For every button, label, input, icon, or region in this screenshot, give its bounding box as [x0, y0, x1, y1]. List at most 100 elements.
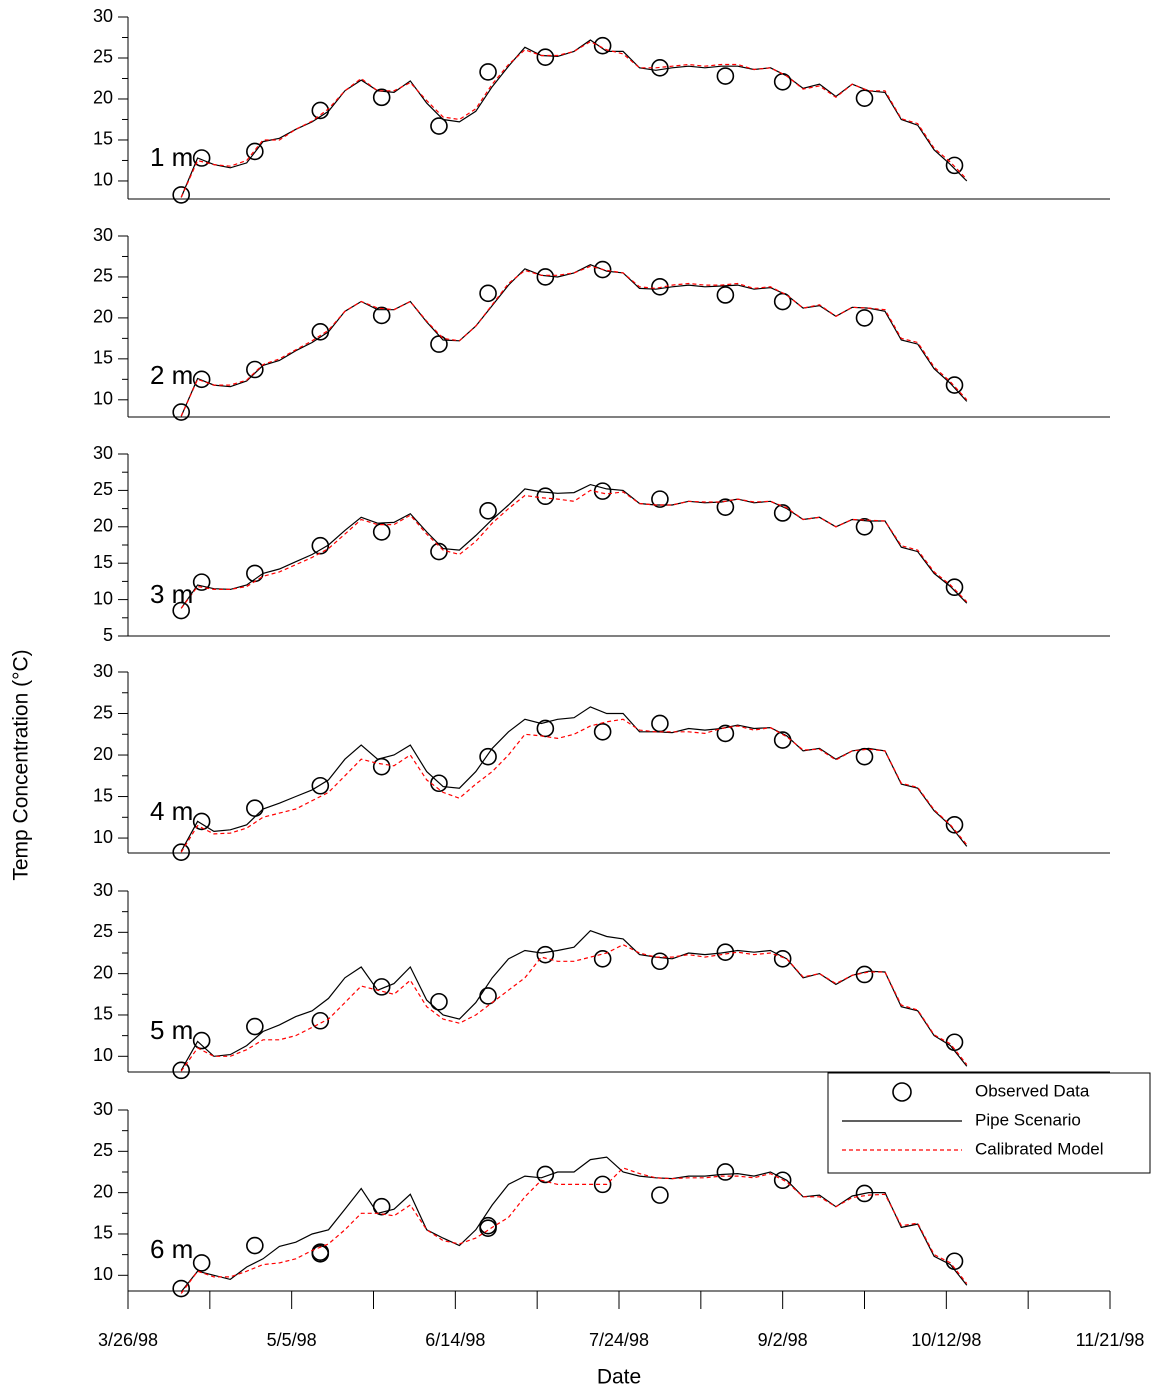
y-tick-label: 30: [93, 1099, 113, 1119]
y-tick-label: 10: [93, 588, 113, 608]
observed-point: [311, 536, 330, 555]
y-tick-label: 30: [93, 6, 113, 26]
model-line: [180, 264, 968, 417]
observed-point: [172, 186, 190, 204]
observed-point: [945, 1252, 964, 1271]
observed-point: [172, 403, 190, 421]
observed-point: [651, 490, 669, 508]
observed-point: [593, 1175, 612, 1194]
y-tick-label: 20: [93, 307, 113, 327]
observed-point: [246, 360, 264, 379]
observed-point: [172, 843, 190, 861]
observed-point: [593, 36, 612, 55]
model-line: [180, 39, 968, 198]
observed-point: [172, 601, 190, 620]
observed-point: [716, 1163, 735, 1181]
model-line: [180, 930, 968, 1071]
panel-label: 3 m: [150, 579, 193, 609]
observed-point: [246, 142, 264, 161]
observed-point: [479, 501, 497, 520]
observed-point: [246, 799, 264, 817]
legend-label: Pipe Scenario: [975, 1110, 1081, 1129]
model-line: [180, 944, 968, 1072]
observed-point: [192, 370, 211, 389]
observed-point: [945, 1033, 964, 1052]
y-tick-label: 15: [93, 348, 113, 368]
observed-point: [855, 309, 874, 327]
observed-point: [651, 59, 669, 77]
x-tick-label: 6/14/98: [425, 1330, 485, 1350]
observed-point: [311, 101, 330, 120]
observed-point: [593, 722, 612, 741]
observed-point: [172, 1061, 190, 1080]
y-tick-label: 10: [93, 1045, 113, 1065]
y-tick-label: 20: [93, 516, 113, 536]
observed-point: [716, 286, 735, 304]
y-tick-label: 10: [93, 389, 113, 409]
observed-point: [716, 67, 735, 85]
observed-point: [536, 945, 555, 964]
observed-point: [855, 89, 874, 107]
legend-label: Calibrated Model: [975, 1139, 1104, 1158]
observed-point: [311, 1011, 330, 1030]
y-tick-label: 25: [93, 266, 113, 286]
observed-point: [593, 949, 612, 968]
y-tick-label: 10: [93, 170, 113, 190]
y-tick-label: 25: [93, 479, 113, 499]
y-tick-label: 15: [93, 552, 113, 572]
observed-point: [945, 156, 964, 175]
y-tick-label: 30: [93, 225, 113, 245]
observed-point: [479, 1219, 497, 1237]
model-line: [180, 483, 968, 609]
observed-point: [372, 978, 391, 996]
model-line: [180, 706, 968, 852]
observed-point: [855, 1184, 874, 1203]
y-tick-label: 15: [93, 129, 113, 149]
y-tick-label: 10: [93, 827, 113, 847]
y-tick-label: 20: [93, 744, 113, 764]
observed-point: [651, 952, 669, 971]
y-tick-label: 25: [93, 1140, 113, 1160]
model-line: [180, 265, 968, 417]
observed-point: [311, 1245, 330, 1263]
y-tick-label: 30: [93, 880, 113, 900]
observed-point: [773, 72, 792, 91]
observed-point: [855, 517, 874, 536]
observed-point: [479, 747, 497, 766]
observed-point: [593, 260, 612, 279]
observed-point: [192, 1254, 211, 1272]
observed-point: [536, 268, 555, 286]
y-tick-label: 25: [93, 47, 113, 67]
panel-label: 2 m: [150, 360, 193, 390]
observed-point: [773, 504, 792, 522]
observed-point: [430, 335, 448, 353]
observed-point: [536, 48, 555, 66]
model-line: [180, 1167, 968, 1294]
observed-point: [430, 117, 448, 135]
x-tick-label: 5/5/98: [267, 1330, 317, 1350]
observed-point: [945, 578, 964, 597]
observed-point: [372, 757, 391, 776]
y-tick-label: 30: [93, 661, 113, 681]
panel-label: 6 m: [150, 1234, 193, 1264]
observed-point: [945, 376, 964, 394]
observed-point: [372, 523, 391, 541]
legend-symbol: [892, 1082, 912, 1102]
model-line: [180, 40, 968, 198]
observed-point: [311, 776, 330, 795]
observed-point: [172, 1279, 190, 1298]
observed-point: [372, 88, 391, 107]
y-tick-label: 20: [93, 88, 113, 108]
y-tick-label: 15: [93, 1223, 113, 1243]
observed-point: [430, 542, 448, 561]
observed-point: [536, 719, 555, 738]
observed-point: [773, 1171, 792, 1190]
observed-point: [192, 1031, 211, 1050]
y-tick-label: 25: [93, 702, 113, 722]
observed-point: [192, 573, 211, 591]
observed-point: [430, 992, 448, 1011]
x-axis-title: Date: [597, 1366, 641, 1389]
observed-point: [536, 1165, 555, 1184]
model-line: [180, 489, 968, 609]
